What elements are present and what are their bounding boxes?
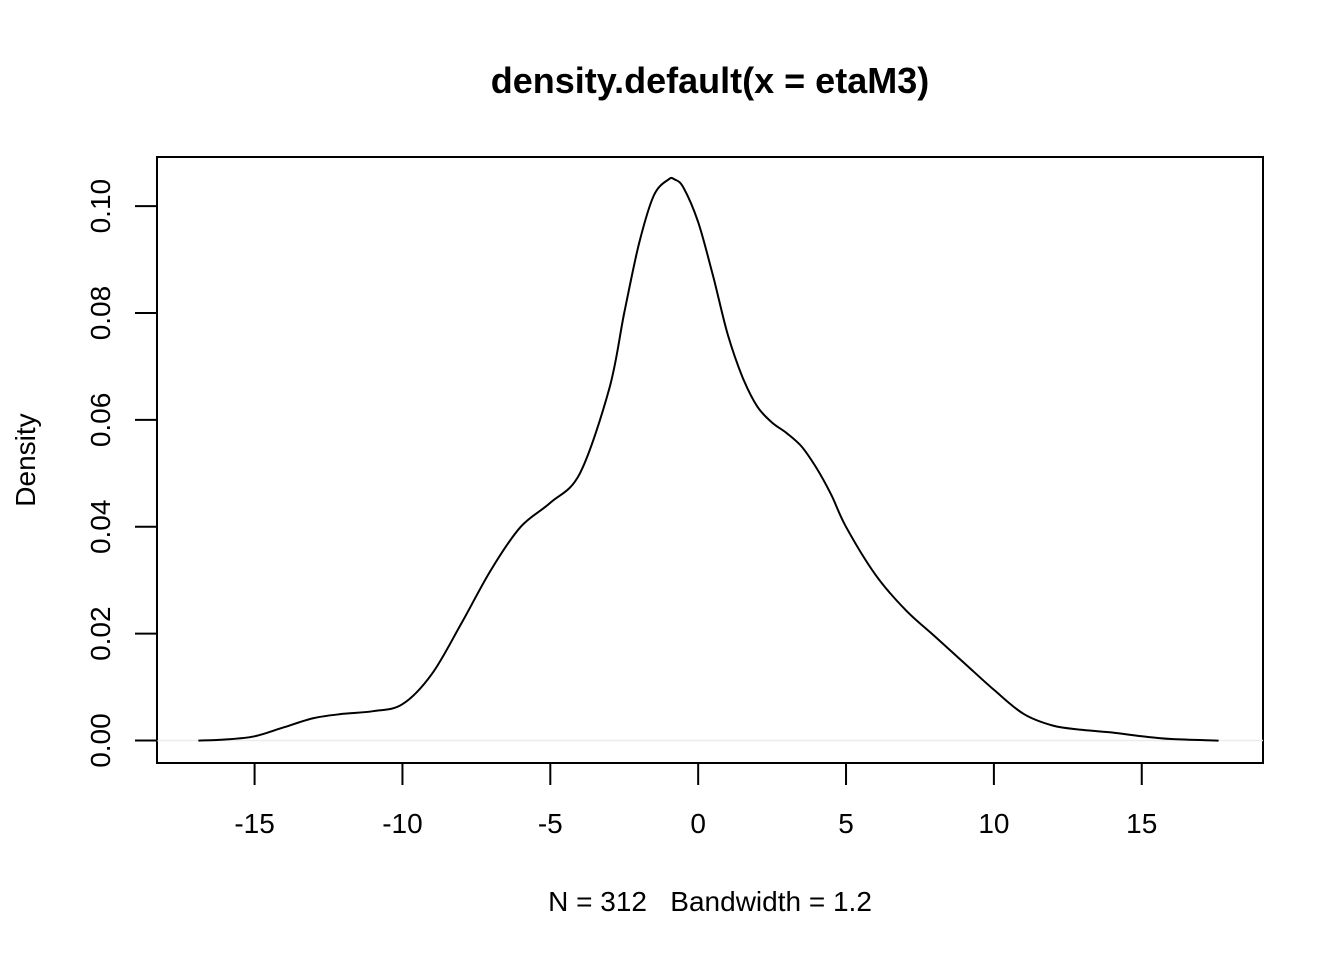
x-axis: -15 -10 -5 0 5 10 15	[234, 762, 1157, 839]
x-tick-label: 15	[1126, 808, 1157, 839]
plot-frame	[156, 156, 1264, 764]
x-axis-label: N = 312 Bandwidth = 1.2	[548, 886, 872, 917]
y-axis: 0.00 0.02 0.04 0.06 0.08 0.10	[85, 179, 158, 768]
y-tick-label: 0.00	[85, 713, 116, 768]
chart-title: density.default(x = etaM3)	[491, 60, 929, 101]
density-curve	[198, 176, 1219, 742]
y-axis-label: Density	[10, 413, 41, 506]
y-tick-label: 0.04	[85, 500, 116, 555]
y-tick-label: 0.06	[85, 393, 116, 448]
x-tick-label: -15	[234, 808, 274, 839]
y-tick-label: 0.10	[85, 179, 116, 234]
y-tick-label: 0.02	[85, 606, 116, 661]
x-tick-label: -5	[538, 808, 563, 839]
y-tick-label: 0.08	[85, 286, 116, 341]
x-tick-label: 10	[978, 808, 1009, 839]
x-tick-label: 0	[690, 808, 706, 839]
x-tick-label: -10	[382, 808, 422, 839]
x-tick-label: 5	[838, 808, 854, 839]
